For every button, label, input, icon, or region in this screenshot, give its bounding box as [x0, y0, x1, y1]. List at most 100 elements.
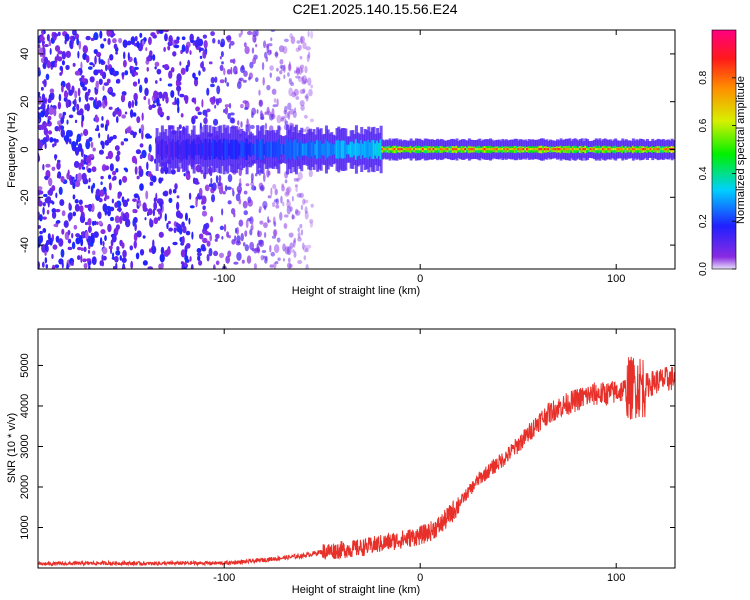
- spectrogram-noise-cell: [92, 250, 96, 256]
- spectrogram-noise-cell: [172, 188, 177, 194]
- spectrogram-noise-cell: [215, 175, 219, 184]
- spectrogram-noise-cell: [180, 113, 184, 118]
- spectrogram-noise-cell: [238, 198, 242, 205]
- spectrogram-noise-cell: [102, 103, 105, 107]
- spectrogram-noise-cell: [87, 185, 91, 190]
- spectrogram-noise-cell: [172, 241, 178, 246]
- spectrogram-noise-cell: [221, 208, 224, 216]
- spectrogram-noise-cell: [72, 194, 76, 200]
- spectrogram-noise-cell: [224, 185, 228, 192]
- spectrogram-noise-cell: [194, 181, 200, 185]
- spectrogram-noise-cell: [114, 202, 118, 208]
- spectrogram-noise-cell: [56, 161, 61, 170]
- spectrogram-noise-cell: [78, 40, 82, 50]
- spectrogram-band-core: [256, 139, 259, 160]
- spectrogram-band-peak: [633, 148, 637, 151]
- spectrogram-noise-cell: [67, 169, 70, 177]
- spectrogram-noise-cell: [284, 179, 288, 184]
- spectrogram-noise-cell: [195, 106, 200, 112]
- spectrogram-noise-cell: [303, 255, 306, 261]
- spectrogram-noise-cell: [54, 154, 57, 161]
- spectrogram-noise-cell: [236, 185, 243, 193]
- spectrogram-band-peak: [462, 148, 466, 151]
- spectrogram-noise-cell: [47, 119, 50, 124]
- spectrogram-noise-cell: [286, 200, 291, 208]
- spectrogram-noise-cell: [122, 59, 127, 68]
- spectrogram-noise-cell: [51, 208, 57, 214]
- spectrogram-noise-cell: [151, 104, 157, 108]
- spectrogram-noise-cell: [234, 227, 238, 234]
- spectrogram-noise-cell: [238, 219, 244, 227]
- spectrogram-noise-cell: [115, 116, 119, 124]
- spectrogram-noise-cell: [286, 205, 291, 215]
- spectrogram-noise-cell: [295, 66, 300, 71]
- spectrogram-y-tick-label: 20: [19, 96, 31, 108]
- spectrogram-noise-cell: [57, 56, 63, 62]
- spectrogram-noise-cell: [75, 233, 81, 238]
- spectrogram-noise-cell: [42, 44, 45, 53]
- spectrogram-band-peak: [554, 148, 557, 151]
- spectrogram-band-core: [190, 141, 194, 158]
- spectrogram-noise-cell: [304, 210, 309, 220]
- spectrogram-band-peak: [538, 148, 541, 151]
- spectrogram-noise-cell: [198, 47, 205, 51]
- spectrogram-noise-cell: [111, 198, 115, 204]
- spectrogram-noise-cell: [288, 61, 291, 71]
- spectrogram-noise-cell: [230, 207, 236, 215]
- spectrogram-noise-cell: [70, 261, 74, 266]
- spectrogram-band-peak: [543, 148, 547, 151]
- spectrogram-noise-cell: [227, 174, 233, 183]
- spectrogram-noise-cell: [299, 89, 306, 95]
- spectrogram-band-peak: [421, 148, 425, 151]
- spectrogram-noise-cell: [134, 166, 138, 175]
- spectrogram-band-peak: [427, 148, 430, 151]
- spectrogram-noise-cell: [224, 106, 229, 115]
- spectrogram-noise-cell: [290, 82, 295, 87]
- spectrogram-noise-cell: [267, 43, 273, 47]
- spectrogram-noise-cell: [129, 245, 134, 251]
- spectrogram-noise-cell: [299, 55, 303, 60]
- spectrogram-band-core: [298, 141, 302, 158]
- spectrogram-noise-cell: [292, 239, 296, 248]
- spectrogram-noise-cell: [82, 45, 89, 54]
- spectrogram-noise-cell: [274, 51, 279, 59]
- spectrogram-noise-cell: [95, 188, 101, 198]
- spectrogram-band-peak: [469, 148, 473, 151]
- spectrogram-band-peak: [524, 148, 527, 151]
- spectrogram-noise-cell: [77, 87, 81, 97]
- spectrogram-noise-cell: [38, 186, 43, 191]
- spectrogram-noise-cell: [118, 37, 123, 44]
- spectrogram-band-peak: [540, 148, 543, 151]
- spectrogram-noise-cell: [76, 133, 82, 143]
- spectrogram-band-peak: [457, 148, 460, 151]
- spectrogram-noise-cell: [215, 233, 220, 239]
- spectrogram-noise-cell: [157, 208, 161, 215]
- spectrogram-noise-cell: [291, 214, 296, 220]
- spectrogram-band-peak: [393, 148, 397, 151]
- spectrogram-noise-cell: [88, 97, 95, 101]
- spectrogram-noise-cell: [215, 98, 220, 106]
- spectrogram-noise-cell: [56, 219, 61, 224]
- spectrogram-band-core: [316, 140, 319, 159]
- spectrogram-noise-cell: [181, 44, 186, 53]
- spectrogram-band-core: [233, 139, 236, 160]
- spectrogram-noise-cell: [195, 115, 198, 120]
- spectrogram-noise-cell: [276, 98, 279, 107]
- spectrogram-noise-cell: [49, 47, 52, 55]
- spectrogram-noise-cell: [119, 255, 122, 261]
- spectrogram-noise-cell: [124, 168, 129, 173]
- spectrogram-band-peak: [391, 148, 395, 151]
- spectrogram-band-peak: [582, 148, 586, 151]
- spectrogram-noise-cell: [203, 39, 208, 49]
- spectrogram-band-core: [224, 140, 227, 159]
- spectrogram-band-peak: [624, 148, 628, 151]
- spectrogram-noise-cell: [179, 61, 182, 66]
- spectrogram-band-peak: [628, 148, 631, 151]
- spectrogram-noise-cell: [224, 104, 230, 108]
- spectrogram-noise-cell: [43, 56, 49, 64]
- spectrogram-noise-cell: [158, 177, 163, 184]
- spectrogram-noise-cell: [277, 257, 281, 261]
- spectrogram-band-core: [339, 141, 342, 158]
- spectrogram-noise-cell: [287, 110, 291, 120]
- spectrogram-noise-cell: [62, 111, 67, 116]
